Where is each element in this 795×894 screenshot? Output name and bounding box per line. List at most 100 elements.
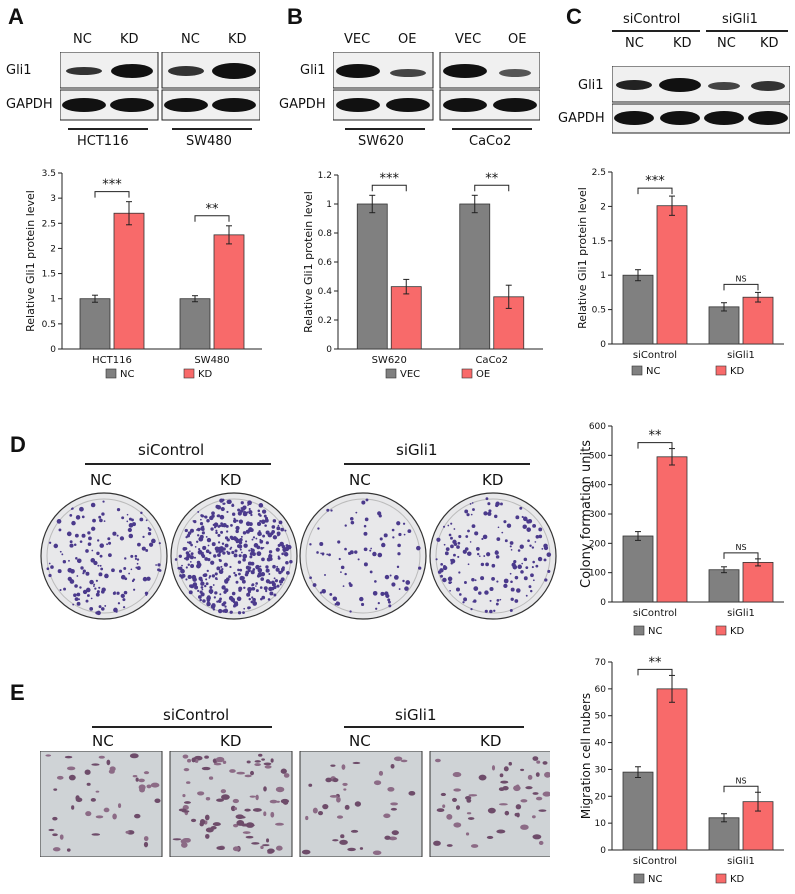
colony (61, 553, 64, 556)
colony (277, 524, 280, 527)
colony (90, 597, 93, 600)
y-tick-label: 0 (326, 345, 332, 355)
colony (329, 592, 333, 596)
colony (236, 596, 242, 602)
colony (199, 598, 202, 602)
colony (127, 527, 132, 533)
colony (187, 563, 190, 566)
colony (126, 513, 129, 516)
colony (480, 562, 485, 567)
colony (233, 553, 238, 558)
y-axis-label: Migration cell nubers (579, 693, 593, 819)
colony (218, 569, 224, 575)
colony (403, 533, 406, 536)
legend-swatch (715, 625, 727, 636)
panel-label-a: A (8, 4, 24, 29)
migrated-cell (143, 836, 149, 842)
group-underline (68, 128, 148, 130)
colony (478, 591, 482, 595)
colony (212, 603, 216, 608)
colony (439, 568, 444, 573)
colony (340, 571, 342, 574)
migrated-cell (515, 804, 522, 810)
y-tick-label: 300 (589, 510, 606, 520)
colony (249, 555, 253, 559)
colony (332, 596, 338, 601)
colony (193, 556, 197, 559)
colony (252, 601, 258, 606)
y-tick-label: 1.5 (592, 237, 606, 247)
colony (97, 564, 100, 567)
significance-label: NS (735, 543, 746, 552)
migrated-cell (390, 807, 397, 811)
colony (194, 585, 199, 590)
migrated-cell (340, 834, 345, 839)
colony (114, 591, 116, 594)
migrated-cell (138, 778, 145, 783)
colony (217, 553, 221, 558)
colony (187, 531, 192, 535)
colony (224, 579, 228, 583)
migrated-cell (500, 780, 509, 784)
colony (257, 572, 263, 578)
group-label: SW480 (186, 134, 232, 149)
colony (521, 562, 523, 565)
colony (482, 534, 488, 540)
colony (256, 589, 259, 592)
colony (98, 515, 102, 519)
colony (66, 531, 72, 537)
colony (218, 608, 223, 614)
colony (450, 558, 456, 564)
lane-label: NC (349, 471, 371, 489)
colony (259, 586, 263, 589)
migrated-cell (244, 774, 252, 778)
x-tick-label: siGli1 (727, 350, 755, 361)
colony (198, 595, 202, 599)
migrated-cell (220, 789, 227, 794)
migrated-cell (263, 762, 272, 766)
y-tick-label: 0.5 (42, 320, 56, 330)
migrated-cell (132, 774, 138, 778)
colony (470, 513, 473, 516)
colony (503, 520, 507, 524)
bar-chart-d: 0 100 200 300 400 500 600 Colony formation unit… (579, 422, 784, 637)
migrated-cell (466, 798, 472, 803)
colony (350, 520, 355, 525)
migrated-cell (135, 777, 139, 782)
colony (247, 500, 252, 506)
colony (377, 552, 383, 558)
y-tick-label: 200 (589, 539, 606, 549)
colony (216, 566, 221, 571)
colony (72, 603, 75, 606)
colony (226, 510, 229, 514)
colony (284, 529, 287, 532)
y-tick-label: 600 (589, 422, 606, 432)
migrated-cell (468, 794, 478, 797)
colony (246, 592, 251, 597)
migrated-cell (64, 755, 73, 759)
legend-label: KD (730, 366, 745, 377)
colony (357, 558, 360, 561)
y-tick-label: 1.2 (318, 171, 332, 181)
colony (201, 588, 204, 591)
group-label: siControl (163, 706, 230, 724)
migrated-cell (270, 811, 275, 818)
colony (100, 567, 104, 571)
colony (250, 570, 255, 575)
colony (258, 530, 261, 533)
significance-bracket (94, 191, 130, 198)
colony (68, 559, 70, 562)
colony (190, 552, 194, 556)
migrated-cell (261, 758, 265, 761)
colony (359, 596, 364, 602)
colony (324, 573, 326, 576)
significance-label: NS (735, 274, 746, 283)
migrated-cell (387, 786, 395, 792)
colony (79, 586, 82, 589)
colony (199, 522, 204, 526)
colony (538, 534, 543, 539)
migrated-cell (134, 813, 141, 819)
significance-bracket (371, 184, 407, 192)
colony (522, 525, 527, 529)
colony (197, 589, 200, 592)
